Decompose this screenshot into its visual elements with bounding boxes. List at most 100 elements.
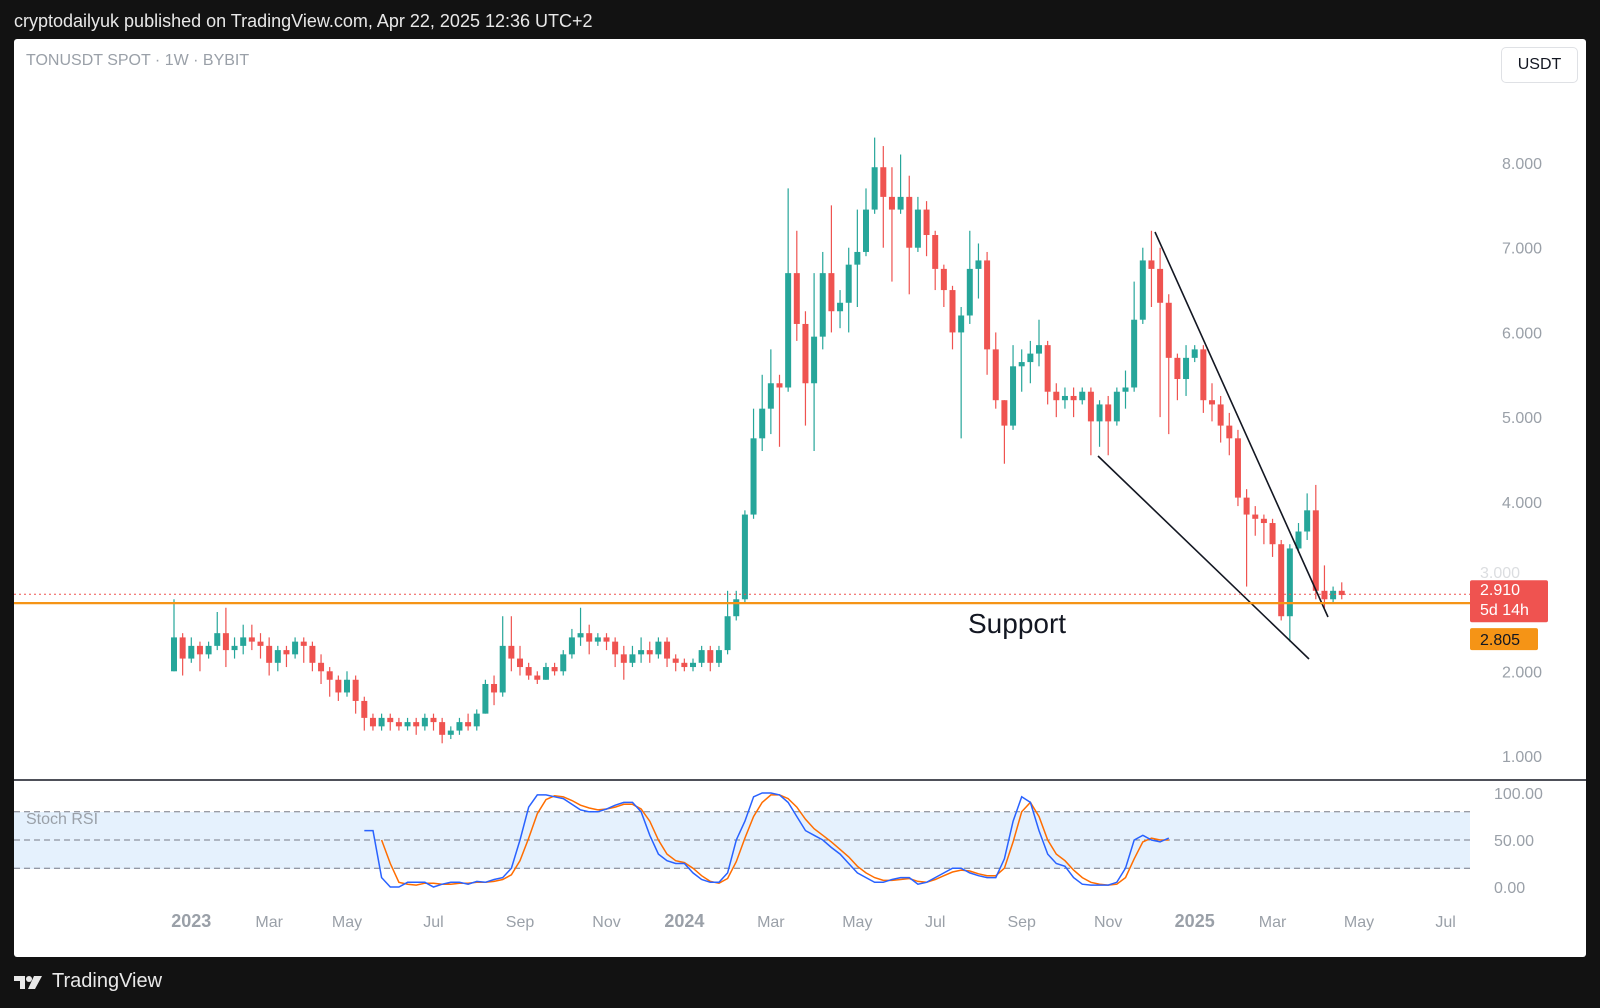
- candle-body: [456, 722, 463, 731]
- stoch-tick-label: 100.00: [1494, 786, 1543, 803]
- candle-body: [975, 260, 982, 269]
- candle-body: [499, 645, 506, 693]
- time-tick-label: Jul: [1435, 914, 1455, 931]
- candle-body: [404, 722, 411, 727]
- candle-body: [292, 641, 299, 655]
- support-label: Support: [968, 608, 1066, 639]
- candle-body: [361, 700, 368, 718]
- candle-body: [1157, 268, 1164, 303]
- wedge-lower-line: [1097, 455, 1310, 660]
- candle-body: [750, 438, 757, 515]
- current-price-value: 2.910: [1480, 582, 1520, 599]
- candle-body: [638, 650, 645, 655]
- stoch-d-line: [380, 794, 1169, 886]
- candle-body: [1061, 395, 1068, 401]
- candle-body: [1096, 404, 1103, 422]
- countdown-value: 5d 14h: [1480, 602, 1529, 619]
- candle-body: [369, 717, 376, 727]
- stoch-rsi-title[interactable]: Stoch RSI: [26, 811, 99, 828]
- candle-body: [568, 637, 575, 655]
- time-tick-label: May: [1344, 914, 1374, 931]
- stoch-rsi-pane: 100.00 50.00 0.00: [14, 786, 1543, 897]
- candle-body: [655, 641, 662, 655]
- candle-body: [672, 658, 679, 663]
- candle-body: [421, 717, 428, 727]
- candle-body: [715, 650, 722, 663]
- candle-body: [785, 273, 792, 388]
- stoch-band: [14, 812, 1470, 869]
- price-tick-label: 5.000: [1502, 410, 1542, 427]
- time-tick-label: 2025: [1175, 911, 1215, 931]
- time-axis[interactable]: 2023 Mar May Jul Sep Nov 2024 Mar May Jul Sep Nov 20…: [171, 911, 1456, 931]
- candle-body: [335, 679, 342, 693]
- publish-header: cryptodailyuk published on TradingView.c…: [14, 11, 593, 31]
- candle-body: [344, 679, 350, 693]
- candle-body: [1113, 391, 1120, 422]
- stoch-k-line: [364, 792, 1170, 888]
- candle-body: [266, 645, 273, 663]
- candle-body: [620, 654, 627, 663]
- candle-body: [863, 209, 869, 252]
- chart-canvas[interactable]: Support 8.0007.0006.0005.0004.0003.0002.…: [14, 39, 1586, 957]
- candle-body: [1321, 590, 1328, 600]
- tradingview-brand[interactable]: TradingView: [14, 970, 162, 993]
- candle-body: [465, 722, 472, 727]
- current-price-tag: [1470, 580, 1548, 623]
- time-tick-label: Nov: [1094, 914, 1122, 931]
- candle-body: [560, 654, 567, 672]
- currency-button[interactable]: USDT: [1501, 47, 1578, 83]
- candle-body: [1079, 391, 1086, 401]
- candle-body: [923, 209, 930, 236]
- price-tick-label: 1.000: [1502, 749, 1542, 766]
- candle-body: [395, 722, 402, 727]
- candle-body: [958, 315, 965, 333]
- candle-body: [819, 273, 826, 337]
- candle-body: [196, 645, 203, 655]
- candle-body: [776, 383, 783, 388]
- price-tick-label: 4.000: [1502, 495, 1542, 512]
- candle-body: [940, 268, 947, 291]
- candle-body: [525, 667, 532, 676]
- candle-body: [802, 323, 809, 384]
- candle-body: [508, 645, 515, 659]
- candle-body: [733, 599, 740, 617]
- candle-body: [854, 251, 861, 265]
- candle-body: [1053, 391, 1060, 401]
- symbol-label[interactable]: TONUSDT SPOT · 1W · BYBIT: [26, 52, 250, 69]
- time-tick-label: Mar: [255, 914, 283, 931]
- candle-body: [759, 408, 766, 439]
- candle-body: [447, 730, 454, 735]
- tradingview-brand-text: TradingView: [52, 970, 163, 992]
- candle-body: [767, 383, 774, 409]
- candle-body: [1243, 497, 1250, 515]
- price-tick-label: 8.000: [1502, 156, 1542, 173]
- candle-body: [1087, 391, 1094, 422]
- candle-body: [1001, 400, 1008, 426]
- tradingview-logo-icon: [14, 975, 42, 989]
- candle-body: [378, 717, 385, 727]
- candle-body: [577, 633, 584, 638]
- stoch-tick-label: 50.00: [1494, 833, 1534, 850]
- candle-body: [1174, 357, 1181, 380]
- candle-body: [586, 633, 593, 642]
- chart-panel[interactable]: Support 8.0007.0006.0005.0004.0003.0002.…: [14, 39, 1586, 957]
- candle-body: [171, 637, 177, 672]
- candle-body: [326, 671, 333, 680]
- candle-body: [664, 641, 671, 659]
- candle-body: [1036, 345, 1042, 354]
- time-tick-label: Sep: [1007, 914, 1036, 931]
- candle-body: [629, 654, 636, 663]
- candle-body: [205, 645, 212, 655]
- support-price-value: 2.805: [1480, 632, 1520, 649]
- candle-body: [318, 662, 325, 672]
- support-price-tag: [1470, 628, 1538, 651]
- candle-body: [949, 290, 956, 333]
- price-tags: 2.910 5d 14h 3.000 2.805: [1470, 565, 1548, 651]
- candle-body: [690, 662, 696, 668]
- candle-body: [594, 637, 601, 642]
- candle-body: [966, 268, 973, 316]
- candle-body: [222, 633, 229, 651]
- stoch-tick-label: 0.00: [1494, 880, 1525, 897]
- candle-body: [906, 196, 913, 248]
